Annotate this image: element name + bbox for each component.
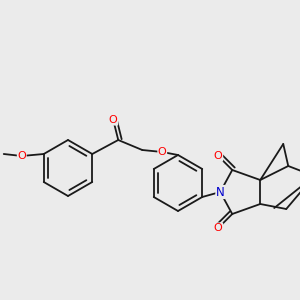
Text: N: N xyxy=(216,185,225,199)
Text: O: O xyxy=(158,147,167,157)
Text: O: O xyxy=(109,115,118,125)
Text: O: O xyxy=(214,151,223,161)
Text: O: O xyxy=(17,151,26,161)
Text: O: O xyxy=(214,223,223,233)
